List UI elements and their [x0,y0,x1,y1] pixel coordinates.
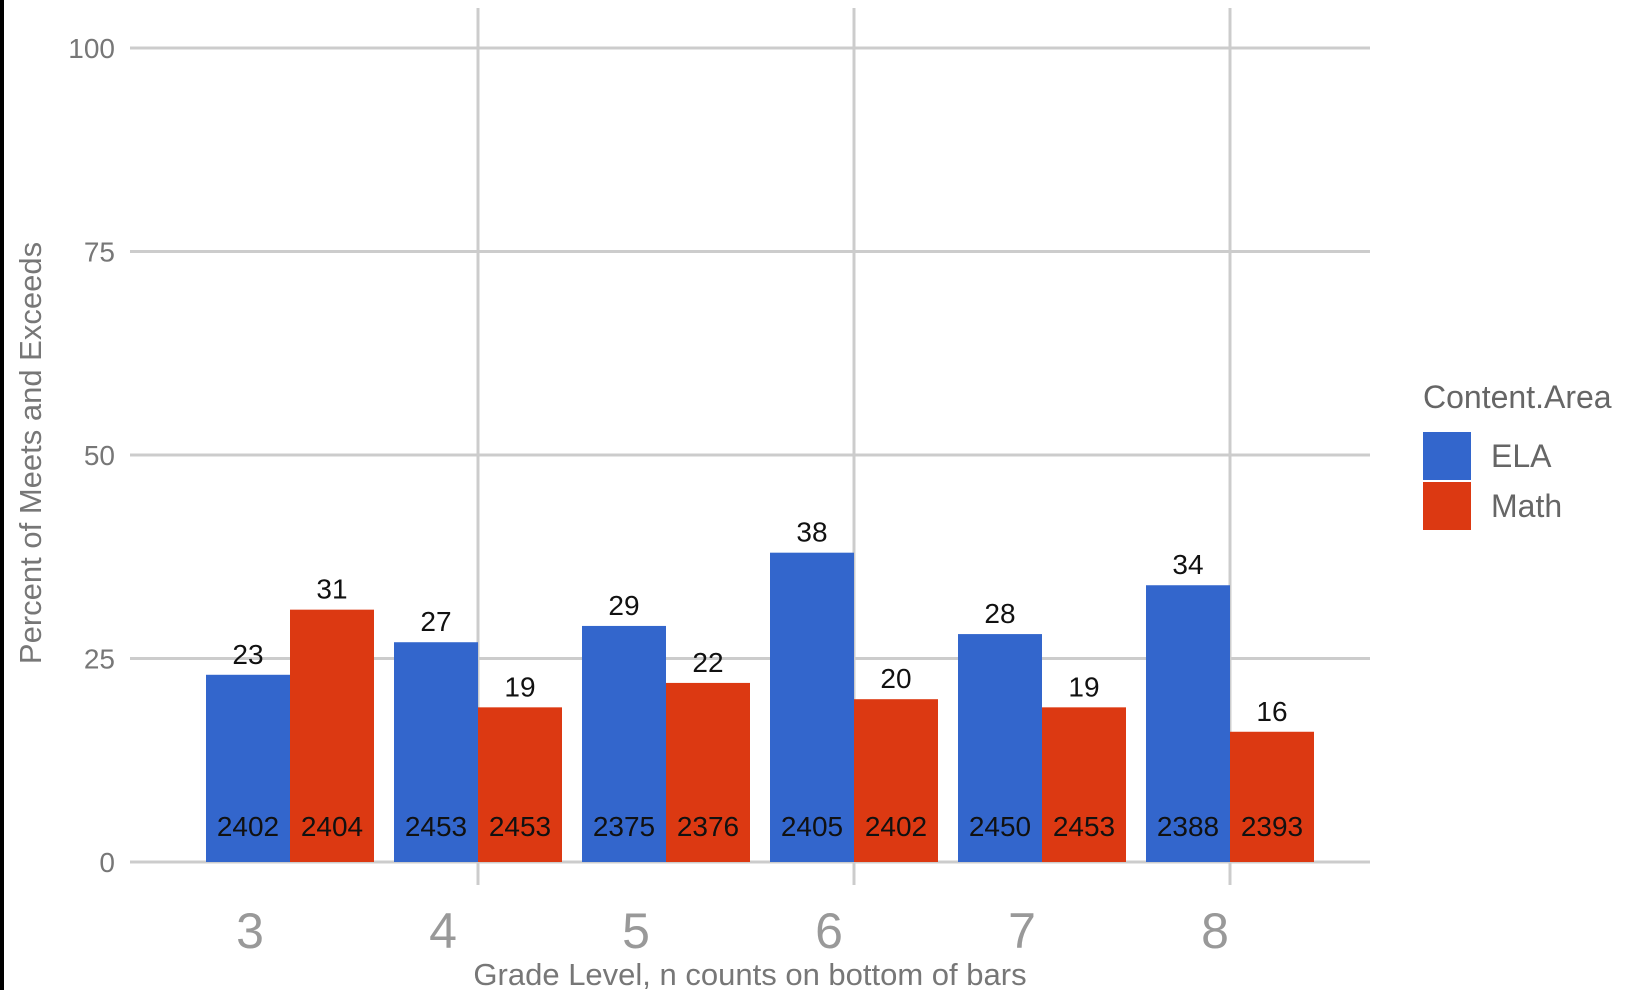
x-tick-label: 6 [815,903,843,959]
bar-ela [1146,585,1230,862]
n-count-label: 2388 [1157,811,1219,842]
x-tick-label: 3 [236,903,264,959]
value-label: 16 [1256,696,1287,727]
value-label: 27 [420,606,451,637]
n-count-label: 2393 [1241,811,1303,842]
bar-ela [394,642,478,862]
left-edge-border [0,0,4,990]
legend-label-ela: ELA [1491,438,1552,474]
bar-math [1230,731,1314,862]
y-tick-label: 25 [84,644,115,675]
n-count-label: 2453 [405,811,467,842]
value-label: 19 [1068,671,1099,702]
y-tick-label: 50 [84,440,115,471]
bar-math [854,699,938,862]
bar-ela [206,674,290,862]
bar-ela [770,552,854,862]
legend: Content.Area ELA Math [1423,379,1612,530]
bar-math [1042,707,1126,862]
n-count-label: 2376 [677,811,739,842]
n-count-label: 2453 [1053,811,1115,842]
n-count-label: 2375 [593,811,655,842]
value-label: 20 [880,663,911,694]
value-label: 22 [692,647,723,678]
value-label: 31 [316,574,347,605]
data-labels: 23 2402 31 2404 27 2453 19 2453 29 2375 22 2376 38 24… [217,517,1303,842]
legend-label-math: Math [1491,488,1562,524]
bars [206,552,1314,862]
y-tick-label: 0 [99,847,115,878]
x-tick-label: 7 [1008,903,1036,959]
value-label: 28 [984,598,1015,629]
legend-key-ela [1423,432,1471,480]
y-axis-title: Percent of Meets and Exceeds [13,242,48,664]
bar-math [478,707,562,862]
axes: Grade Level, n counts on bottom of bars … [13,33,1229,990]
n-count-label: 2404 [301,811,363,842]
n-count-label: 2402 [217,811,279,842]
y-tick-label: 75 [84,237,115,268]
x-tick-label: 5 [622,903,650,959]
n-count-label: 2450 [969,811,1031,842]
bar-ela [582,625,666,862]
bar-math [290,609,374,862]
value-label: 34 [1172,549,1203,580]
n-count-label: 2405 [781,811,843,842]
bar-math [666,682,750,862]
n-count-label: 2402 [865,811,927,842]
x-axis-title: Grade Level, n counts on bottom of bars [473,957,1026,990]
bar-ela [958,634,1042,862]
value-label: 23 [232,639,263,670]
y-tick-label: 100 [68,33,115,64]
legend-title: Content.Area [1423,379,1612,415]
x-tick-label: 8 [1201,903,1229,959]
value-label: 38 [796,517,827,548]
value-label: 29 [608,590,639,621]
value-label: 19 [504,671,535,702]
legend-key-math [1423,482,1471,530]
x-tick-label: 4 [429,903,457,959]
n-count-label: 2453 [489,811,551,842]
